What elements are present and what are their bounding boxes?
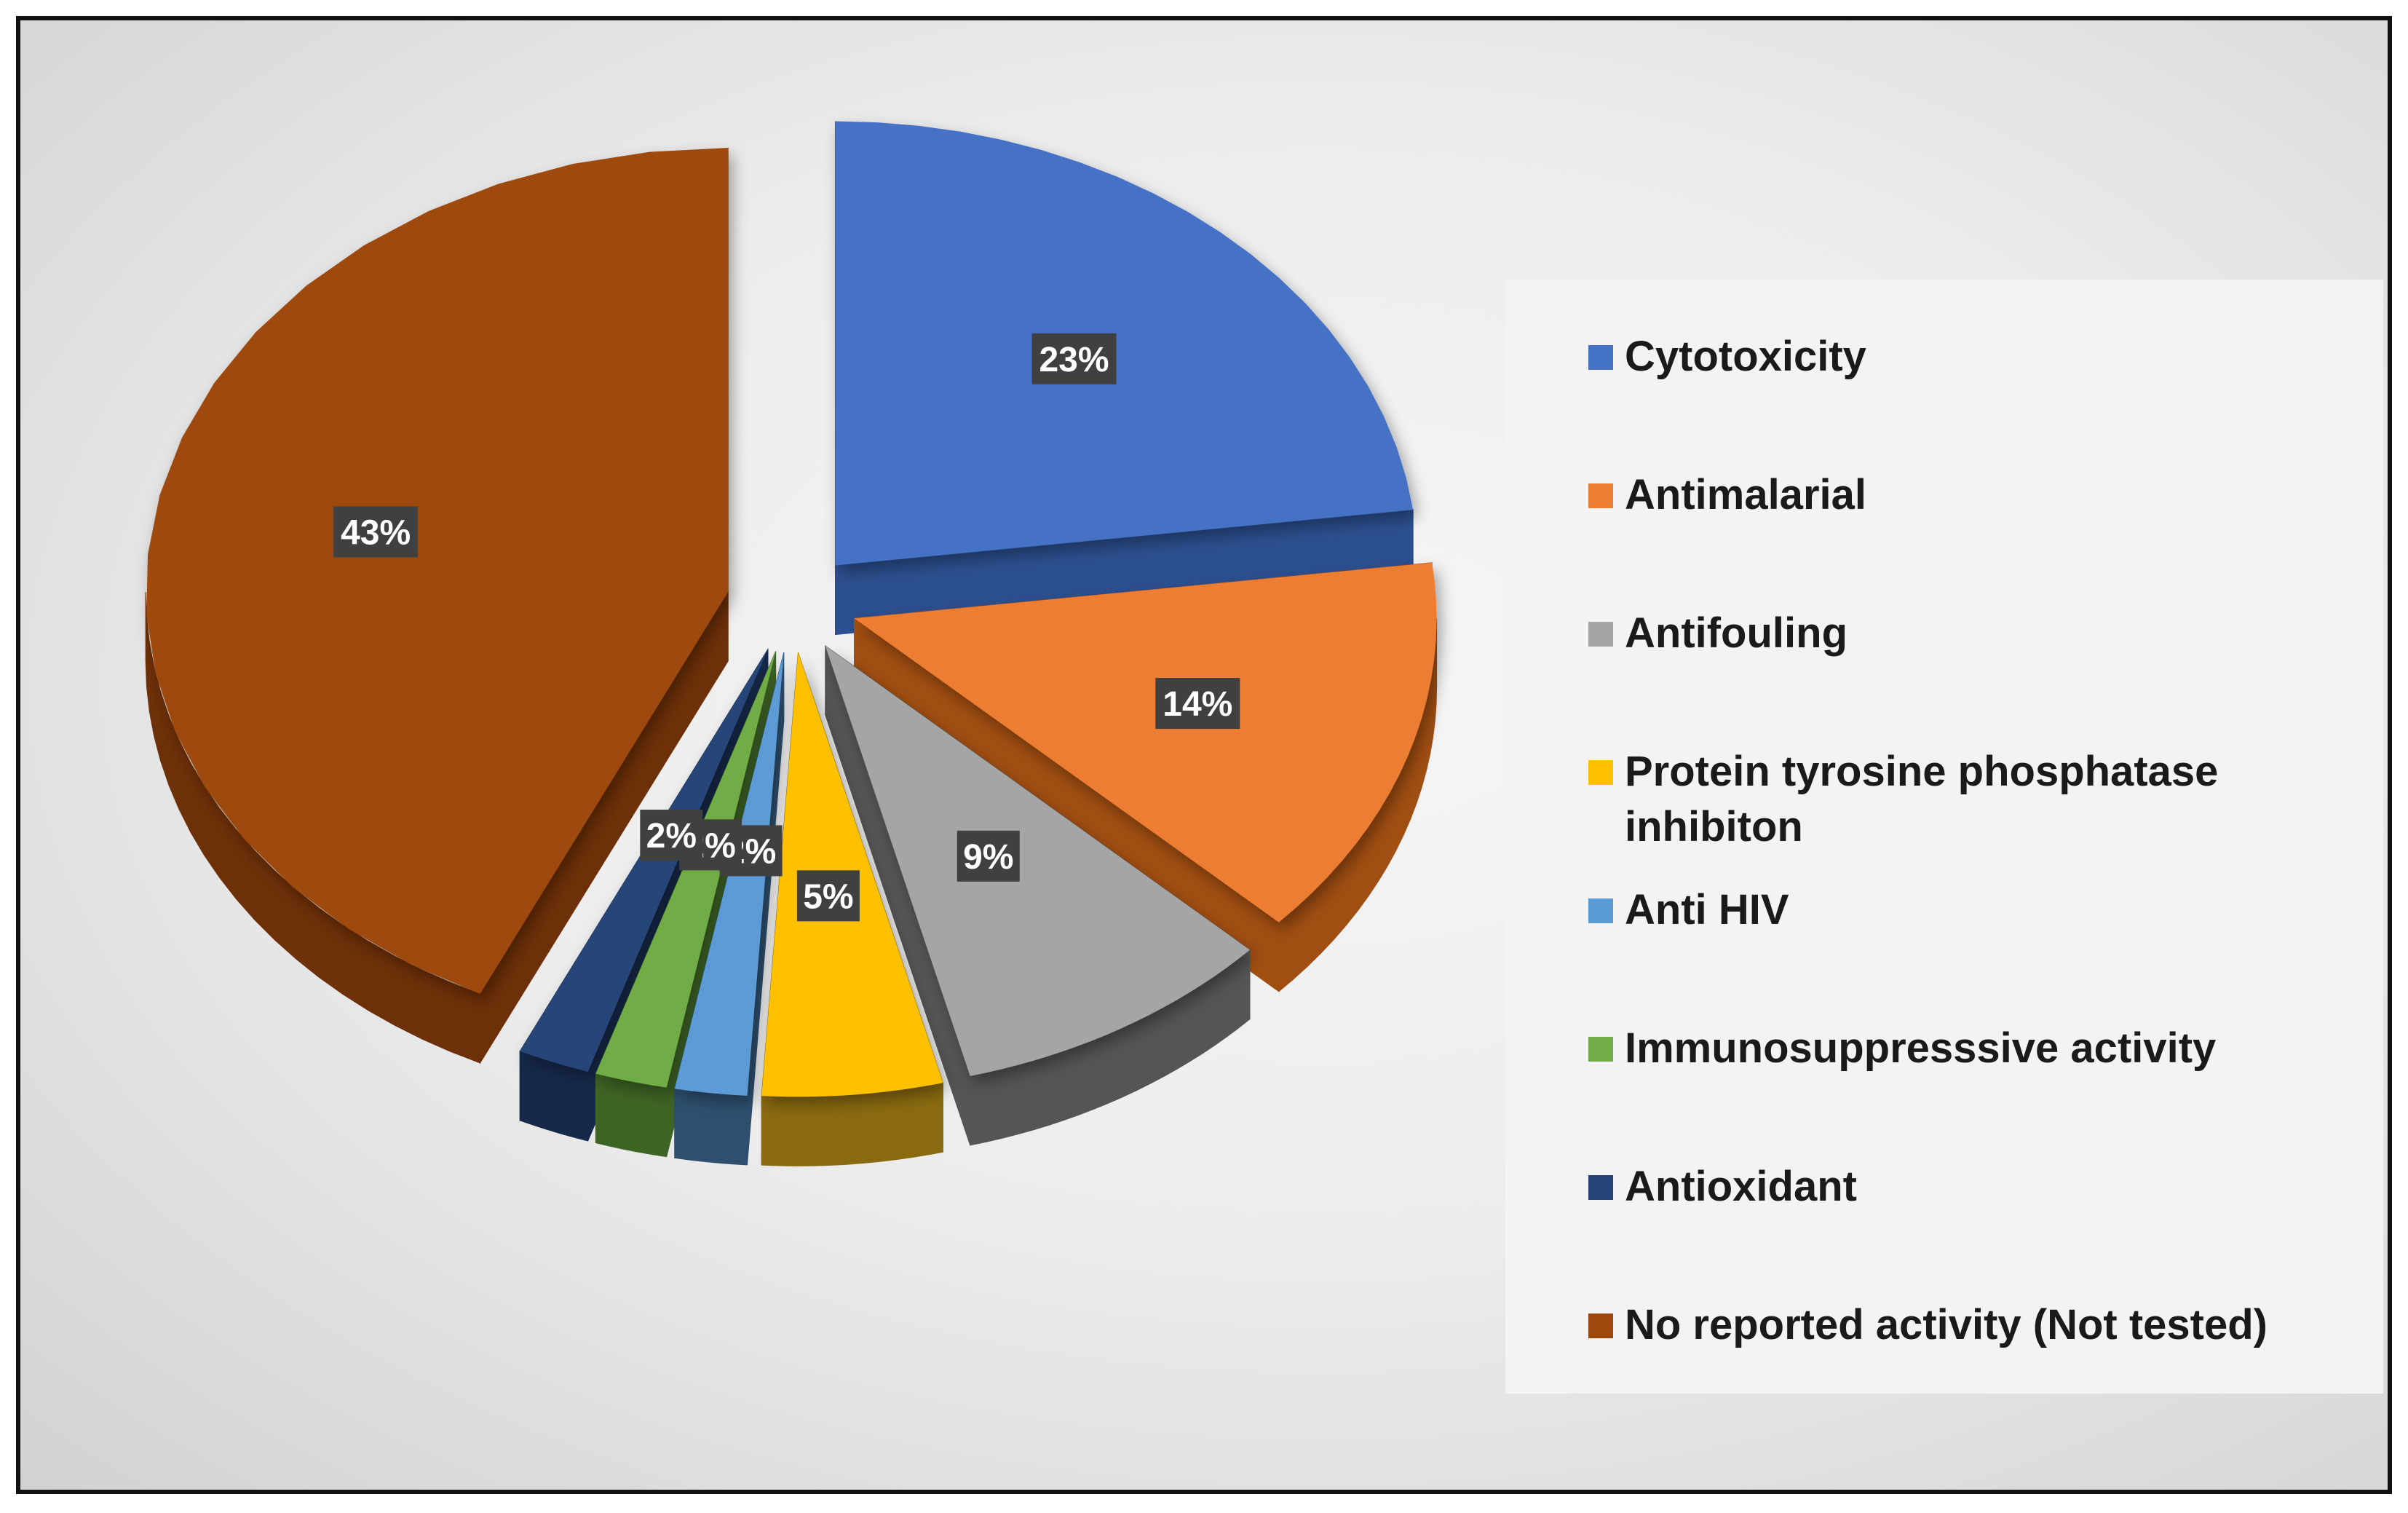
legend-label: Protein tyrosine phosphatase inhibiton — [1625, 748, 2219, 850]
pie-slice — [146, 148, 729, 994]
legend-swatch — [1588, 483, 1613, 508]
data-label: 43% — [341, 514, 411, 553]
data-label-box — [333, 506, 419, 558]
legend-label: Immunosuppresssive activity — [1625, 1024, 2217, 1072]
data-label-box — [1031, 333, 1117, 384]
legend-label: Anti HIV — [1625, 886, 1789, 933]
legend-swatch — [1588, 1037, 1613, 1062]
legend-swatch — [1588, 345, 1613, 370]
legend-label: No reported activity (Not tested) — [1625, 1301, 2268, 1348]
data-label: 2% — [646, 817, 697, 856]
pie-slice — [854, 562, 1437, 923]
legend-swatch — [1588, 1313, 1613, 1338]
legend-label: Antifouling — [1625, 609, 1848, 657]
data-label: 5% — [803, 877, 853, 916]
pie-slice — [835, 121, 1414, 566]
data-label-box — [796, 870, 860, 922]
legend-swatch — [1588, 898, 1613, 923]
pie-chart: 23%14%9%5%2%2%2%43% — [145, 121, 1438, 1166]
legend-label: Antioxidant — [1625, 1163, 1857, 1210]
legend-swatch — [1588, 622, 1613, 647]
data-label: 9% — [963, 838, 1013, 877]
data-label-box — [640, 810, 703, 861]
legend-swatch — [1588, 760, 1613, 785]
pie-data-labels: 23%14%9%5%2%2%2%43% — [333, 333, 1240, 922]
chart-frame: 23% 14% 9% 5% 2% 2% 2% 43% Cytotoxicity Antimal… — [16, 16, 2392, 1494]
data-label-box — [957, 830, 1020, 882]
pie-top-layer — [146, 121, 1437, 1097]
data-label: 14% — [1163, 685, 1232, 724]
legend-swatch — [1588, 1175, 1613, 1200]
data-label-box — [1155, 678, 1240, 730]
data-label: 23% — [1039, 341, 1109, 379]
legend-label: Antimalarial — [1625, 471, 1866, 518]
legend-label: Cytotoxicity — [1625, 333, 1866, 380]
pie-slice — [825, 646, 1250, 1076]
chart-legend: Cytotoxicity Antimalarial Antifouling Pr… — [1505, 280, 2383, 1394]
